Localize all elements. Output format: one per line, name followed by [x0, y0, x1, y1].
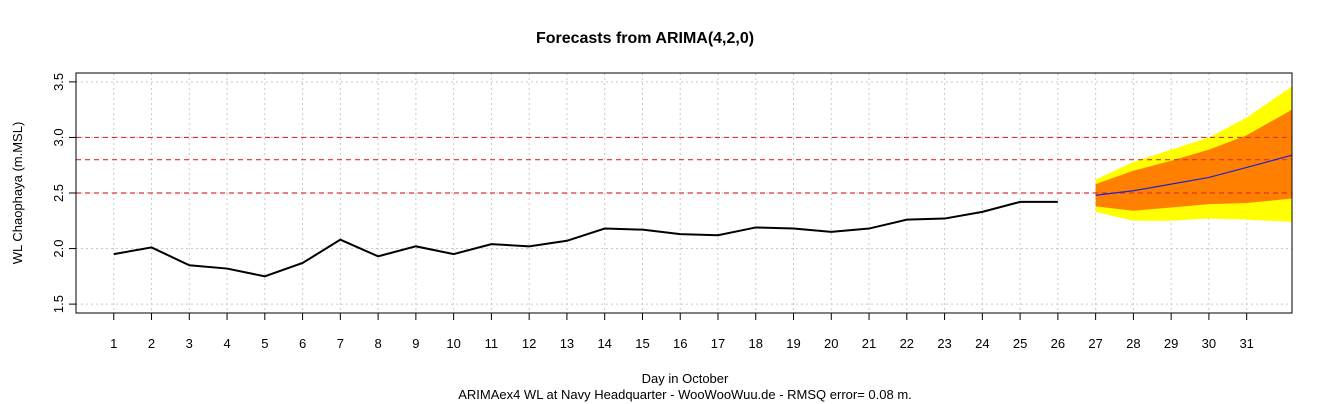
x-tick-label-18: 18	[749, 336, 763, 351]
x-tick-label-24: 24	[975, 336, 989, 351]
x-tick-label-14: 14	[597, 336, 611, 351]
x-tick-label-27: 27	[1088, 336, 1102, 351]
x-axis: 1 2 3 4 5 6 7 8 9 10 11 12 13 14 15 16 17 18 19 20 21 22 23 24 2…	[110, 312, 1254, 351]
x-tick-label-15: 15	[635, 336, 649, 351]
x-tick-label-6: 6	[299, 336, 306, 351]
x-tick-label-25: 25	[1013, 336, 1027, 351]
x-tick-label-12: 12	[522, 336, 536, 351]
y-axis-label: WL Chaophaya (m.MSL)	[10, 122, 25, 265]
y-tick-label-3.5: 3.5	[51, 73, 66, 91]
x-tick-label-16: 16	[673, 336, 687, 351]
y-tick-label-1.5: 1.5	[51, 295, 66, 313]
x-tick-label-31: 31	[1239, 336, 1253, 351]
x-tick-label-4: 4	[223, 336, 230, 351]
observed-series-line	[113, 200, 1058, 278]
x-tick-label-19: 19	[786, 336, 800, 351]
x-tick-label-26: 26	[1051, 336, 1065, 351]
x-tick-label-13: 13	[560, 336, 574, 351]
x-tick-label-28: 28	[1126, 336, 1140, 351]
x-tick-label-23: 23	[937, 336, 951, 351]
x-tick-label-3: 3	[186, 336, 193, 351]
x-tick-label-22: 22	[900, 336, 914, 351]
x-axis-label: Day in October	[642, 371, 729, 386]
footer-caption: ARIMAex4 WL at Navy Headquarter - WooWoo…	[458, 387, 912, 402]
x-tick-label-10: 10	[446, 336, 460, 351]
y-tick-label-2.5: 2.5	[51, 184, 66, 202]
x-tick-label-8: 8	[374, 336, 381, 351]
x-tick-label-17: 17	[711, 336, 725, 351]
y-tick-label-3.0: 3.0	[51, 128, 66, 146]
reference-lines	[76, 136, 1292, 194]
forecast-mean-line	[1095, 154, 1293, 196]
series-lines	[113, 154, 1293, 278]
x-tick-label-29: 29	[1164, 336, 1178, 351]
y-tick-label-2.0: 2.0	[51, 240, 66, 258]
x-tick-label-5: 5	[261, 336, 268, 351]
x-tick-label-2: 2	[148, 336, 155, 351]
x-tick-label-20: 20	[824, 336, 838, 351]
x-tick-label-11: 11	[485, 336, 499, 351]
x-tick-label-21: 21	[862, 336, 876, 351]
chart-title: Forecasts from ARIMA(4,2,0)	[536, 30, 754, 47]
x-tick-label-30: 30	[1202, 336, 1216, 351]
x-tick-label-9: 9	[412, 336, 419, 351]
y-axis: 1.5 2.0 2.5 3.0 3.5	[51, 73, 77, 313]
x-tick-label-1: 1	[110, 336, 117, 351]
x-tick-label-7: 7	[337, 336, 344, 351]
